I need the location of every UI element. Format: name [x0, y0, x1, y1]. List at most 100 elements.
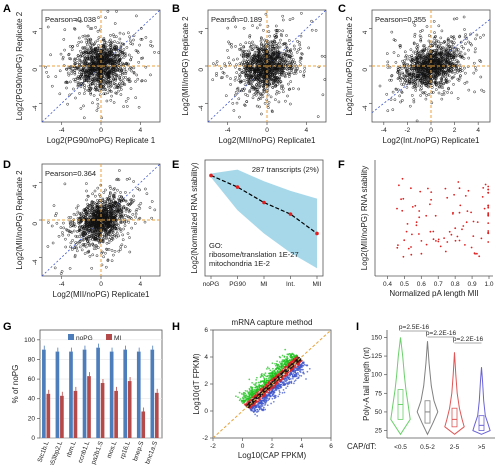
- scatter-point: [243, 104, 247, 107]
- scatter-point: [86, 80, 90, 84]
- y-axis-label: Log2(MII/noPG) RNA stability: [360, 166, 369, 270]
- scatter-point: [440, 97, 444, 101]
- scatter-point: [130, 69, 133, 73]
- scatter-point: [75, 235, 79, 239]
- scatter-point: [128, 35, 131, 39]
- scatter-point: [400, 198, 402, 201]
- y-tick-label: 4: [362, 30, 369, 34]
- scatter-point: [258, 84, 262, 87]
- panel-label-D: D: [3, 159, 11, 171]
- scatter-point: [136, 77, 140, 81]
- scatter-point: [441, 86, 445, 89]
- scatter-point: [292, 58, 295, 61]
- panel-label-E: E: [172, 159, 179, 171]
- scatter-point: [211, 78, 215, 82]
- scatter-point: [429, 203, 431, 206]
- scatter-point: [268, 43, 272, 47]
- x-axis-label: Log2(MII/noPG) Replicate1: [219, 136, 316, 145]
- scatter-point: [95, 88, 98, 91]
- scatter-point: [408, 55, 411, 58]
- scatter-point: [115, 85, 119, 88]
- point-cloud: [44, 10, 161, 120]
- scatter-point: [238, 62, 242, 65]
- scatter-point: [68, 44, 72, 48]
- scatter-point: [79, 85, 83, 89]
- scatter-point: [84, 37, 88, 41]
- panel-label-A: A: [3, 3, 11, 15]
- scatter-point: [125, 105, 129, 108]
- scatter-point: [69, 241, 73, 245]
- scatter-point: [93, 86, 97, 90]
- scatter-point: [104, 56, 108, 60]
- scatter-point: [79, 52, 83, 56]
- scatter-point: [434, 214, 437, 217]
- scatter-point: [124, 214, 128, 217]
- scatter-point: [105, 44, 109, 48]
- scatter-point: [83, 71, 87, 75]
- scatter-point: [425, 243, 428, 246]
- scatter-point: [472, 235, 475, 238]
- scatter-point: [113, 77, 117, 81]
- scatter-point: [61, 55, 65, 59]
- scatter-point: [78, 71, 81, 75]
- scatter-point: [470, 246, 473, 249]
- scatter-point: [314, 29, 318, 32]
- scatter-point: [467, 189, 470, 192]
- scatter-point: [78, 58, 82, 62]
- scatter-point: [92, 69, 96, 72]
- scatter-point: [278, 73, 281, 76]
- scatter-point: [239, 47, 243, 50]
- scatter-point: [238, 115, 241, 119]
- scatter-point: [143, 220, 147, 224]
- x-tick-label: 0.4: [383, 281, 392, 288]
- scatter-point: [290, 54, 294, 58]
- scatter-point: [244, 92, 247, 96]
- scatter-point: [104, 251, 107, 255]
- scatter-point: [83, 84, 87, 87]
- scatter-point: [405, 86, 409, 89]
- scatter-point: [91, 59, 95, 62]
- scatter-point: [275, 29, 279, 33]
- scatter-point: [97, 89, 101, 93]
- scatter-point: [433, 42, 437, 45]
- scatter-point: [307, 46, 311, 50]
- scatter-point: [108, 88, 111, 92]
- scatter-point: [227, 56, 230, 60]
- scatter-point: [235, 63, 238, 67]
- scatter-point: [480, 237, 483, 240]
- scatter-point: [320, 54, 324, 58]
- scatter-point: [270, 41, 274, 44]
- scatter-point: [400, 67, 404, 70]
- scatter-point: [90, 266, 94, 270]
- scatter-point: [88, 62, 92, 65]
- scatter-point: [120, 50, 124, 54]
- y-tick-label: 0: [32, 222, 39, 226]
- scatter-point: [62, 38, 66, 41]
- scatter-point: [289, 71, 293, 75]
- scatter-point: [116, 69, 120, 72]
- scatter-point: [242, 26, 246, 30]
- scatter-point: [274, 60, 278, 63]
- scatter-point: [252, 43, 256, 47]
- scatter-point: [462, 225, 465, 227]
- scatter-point: [425, 93, 428, 97]
- scatter-point: [122, 76, 125, 79]
- scatter-point: [277, 29, 281, 32]
- panel-E: E 287 transcripts (2%)GO:ribosome/transla…: [172, 159, 324, 288]
- scatter-point: [90, 68, 94, 72]
- scatter-point: [91, 253, 95, 257]
- scatter-point: [272, 42, 276, 46]
- scatter-point: [409, 48, 413, 52]
- scatter-point: [127, 31, 130, 35]
- scatter-point: [434, 88, 438, 91]
- scatter-point: [288, 18, 292, 22]
- scatter-point: [83, 86, 86, 90]
- scatter-point: [45, 70, 48, 74]
- scatter-point: [73, 255, 77, 259]
- scatter-point: [76, 84, 80, 88]
- scatter-point: [289, 102, 292, 106]
- scatter-point: [58, 69, 62, 73]
- scatter-point: [396, 246, 399, 249]
- y-axis-label: Log2(Normalized RNA stability): [190, 162, 199, 273]
- scatter-point: [244, 41, 248, 45]
